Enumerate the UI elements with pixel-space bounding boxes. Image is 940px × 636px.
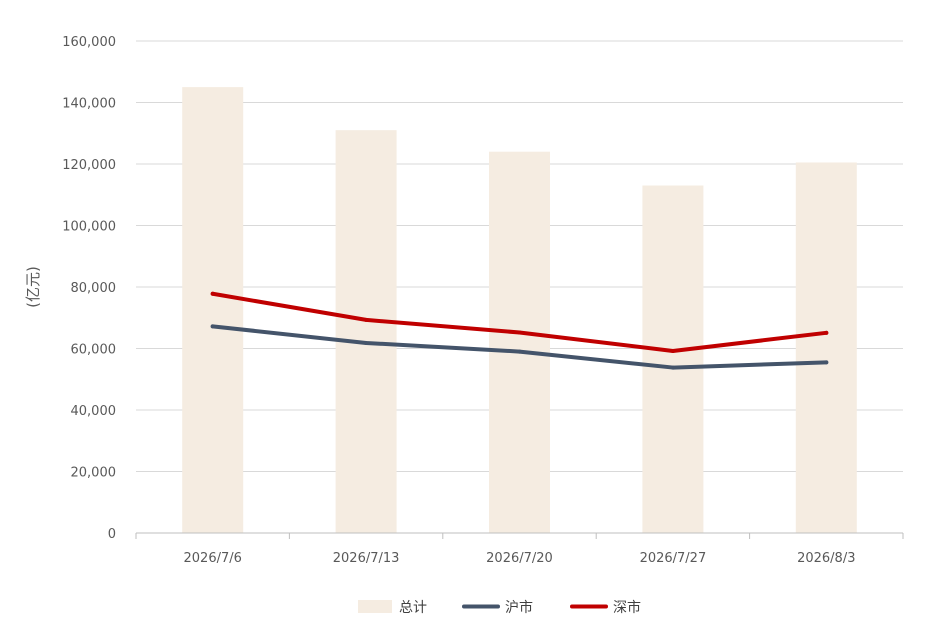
series-1-point: [210, 324, 215, 329]
x-tick-labels: 2026/7/6 2026/7/13 2026/7/20 2026/7/27 2026/…: [184, 551, 856, 566]
series-1-point: [670, 365, 675, 370]
y-tick-label: 120,000: [62, 158, 116, 173]
legend-label: 总计: [399, 600, 427, 616]
series-2-point: [670, 348, 675, 353]
y-tick-labels: 0 20,000 40,000 60,000 80,000 100,000 120,000 1…: [62, 35, 116, 542]
bar-4: [642, 185, 704, 533]
y-tick-label: 100,000: [62, 220, 116, 235]
bar-1: [182, 87, 244, 533]
x-tick-label: 2026/7/27: [640, 551, 707, 566]
series-1-point: [517, 349, 522, 354]
series-1-point: [824, 360, 829, 365]
y-axis-title: (亿元): [24, 266, 42, 308]
y-tick-label: 20,000: [71, 466, 117, 481]
series-lines: [210, 291, 829, 370]
bars: [182, 87, 857, 534]
x-tick-label: 2026/8/3: [797, 551, 855, 566]
legend-label: 沪市: [505, 599, 533, 616]
series-2-point: [364, 317, 369, 322]
bar-2: [335, 130, 397, 534]
series-1-point: [364, 340, 369, 345]
y-tick-label: 40,000: [71, 404, 117, 419]
y-tick-label: 160,000: [62, 35, 116, 50]
y-tick-label: 140,000: [62, 97, 116, 112]
y-tick-label: 80,000: [71, 281, 117, 296]
legend-swatch-bar: [358, 600, 392, 613]
legend-label: 深市: [613, 599, 641, 616]
series-2-point: [210, 291, 215, 296]
legend: 总计 沪市 深市: [358, 599, 641, 616]
bar-3: [489, 151, 550, 533]
y-tick-label: 0: [108, 527, 116, 542]
x-axis: [135, 532, 904, 539]
y-tick-label: 60,000: [71, 343, 117, 358]
x-tick-label: 2026/7/20: [486, 551, 553, 566]
x-tick-label: 2026/7/6: [184, 551, 242, 566]
series-2-point: [824, 330, 829, 335]
x-tick-label: 2026/7/13: [333, 551, 400, 566]
series-2-point: [517, 330, 522, 335]
bar-5: [795, 162, 857, 533]
